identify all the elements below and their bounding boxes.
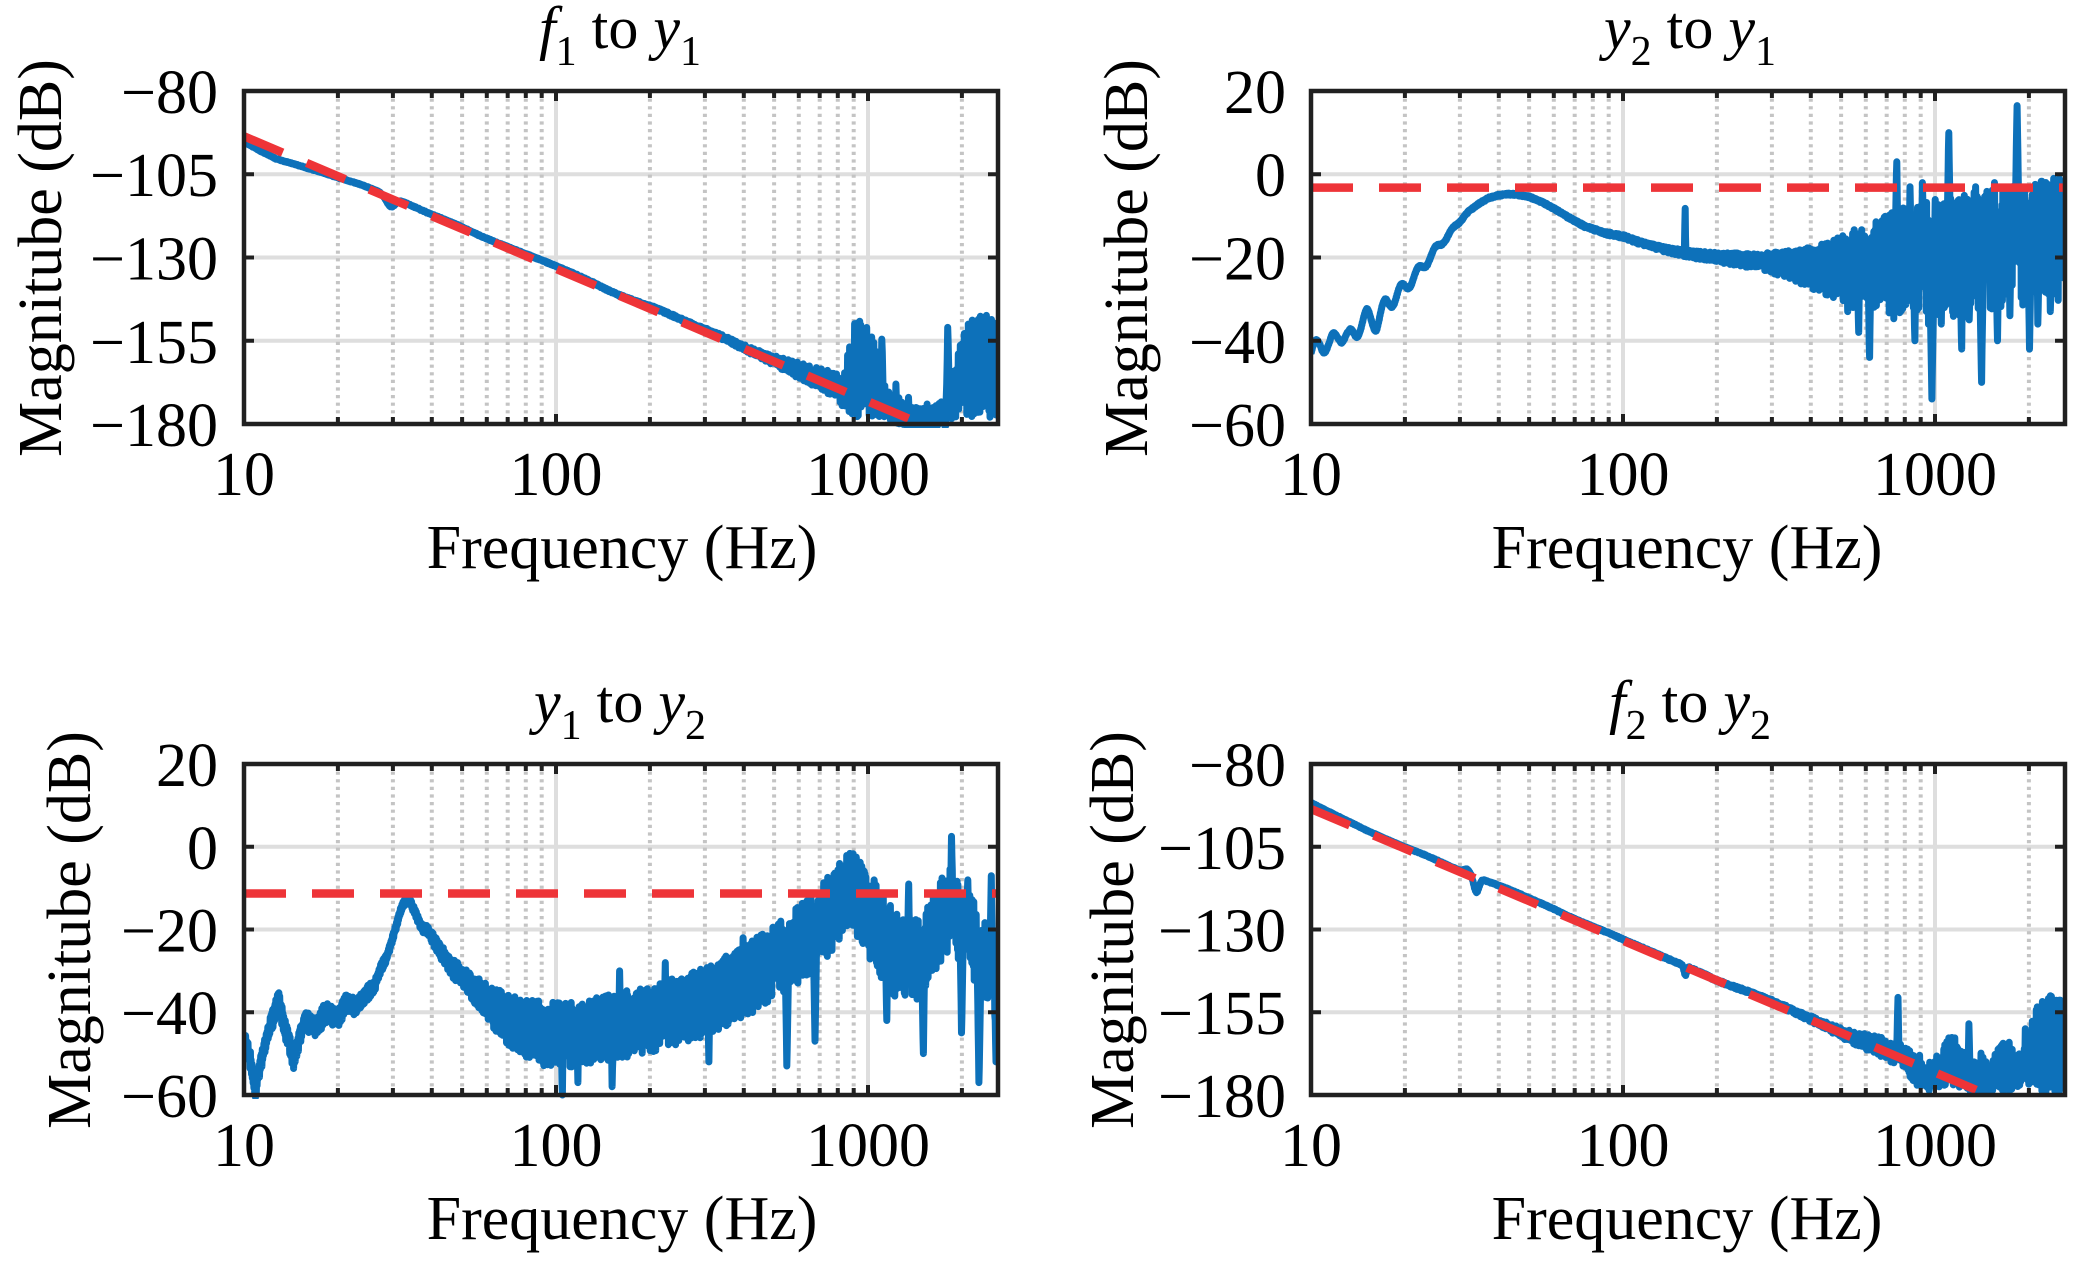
svg-text:−20: −20 bbox=[121, 898, 218, 966]
svg-text:1000: 1000 bbox=[806, 1112, 930, 1180]
svg-text:Frequency (Hz): Frequency (Hz) bbox=[427, 514, 818, 582]
svg-text:10: 10 bbox=[1280, 1112, 1342, 1180]
svg-text:−155: −155 bbox=[1158, 980, 1286, 1048]
svg-text:20: 20 bbox=[1224, 59, 1286, 127]
svg-text:1000: 1000 bbox=[1873, 441, 1997, 509]
svg-text:−40: −40 bbox=[121, 980, 218, 1048]
svg-text:y2 to y1: y2 to y1 bbox=[1598, 0, 1776, 75]
svg-text:f1 to y1: f1 to y1 bbox=[539, 0, 701, 75]
svg-text:−180: −180 bbox=[1158, 1063, 1286, 1131]
svg-text:−60: −60 bbox=[121, 1063, 218, 1131]
svg-text:−105: −105 bbox=[1158, 815, 1286, 883]
svg-text:Frequency (Hz): Frequency (Hz) bbox=[1492, 514, 1883, 582]
svg-text:−60: −60 bbox=[1189, 392, 1286, 460]
svg-text:y1 to y2: y1 to y2 bbox=[528, 669, 706, 749]
svg-text:100: 100 bbox=[510, 441, 603, 509]
svg-text:100: 100 bbox=[1577, 441, 1670, 509]
svg-text:−155: −155 bbox=[90, 309, 218, 377]
svg-text:0: 0 bbox=[187, 815, 218, 883]
svg-text:100: 100 bbox=[510, 1112, 603, 1180]
svg-text:Frequency (Hz): Frequency (Hz) bbox=[1492, 1185, 1883, 1253]
svg-text:100: 100 bbox=[1577, 1112, 1670, 1180]
svg-text:Magnitube (dB): Magnitube (dB) bbox=[1079, 731, 1147, 1129]
svg-text:−80: −80 bbox=[1189, 732, 1286, 800]
svg-text:−130: −130 bbox=[1158, 898, 1286, 966]
svg-text:0: 0 bbox=[1255, 142, 1286, 210]
svg-text:20: 20 bbox=[156, 732, 218, 800]
svg-text:1000: 1000 bbox=[806, 441, 930, 509]
svg-text:−40: −40 bbox=[1189, 309, 1286, 377]
svg-text:−80: −80 bbox=[121, 59, 218, 127]
svg-text:−20: −20 bbox=[1189, 226, 1286, 294]
svg-text:−180: −180 bbox=[90, 392, 218, 460]
svg-text:Frequency (Hz): Frequency (Hz) bbox=[427, 1185, 818, 1253]
svg-text:1000: 1000 bbox=[1873, 1112, 1997, 1180]
svg-text:Magnitube (dB): Magnitube (dB) bbox=[1093, 59, 1161, 457]
svg-text:−130: −130 bbox=[90, 226, 218, 294]
svg-text:10: 10 bbox=[1280, 441, 1342, 509]
svg-text:10: 10 bbox=[213, 441, 275, 509]
svg-text:Magnitube (dB): Magnitube (dB) bbox=[36, 731, 104, 1129]
svg-text:−105: −105 bbox=[90, 142, 218, 210]
svg-text:Magnitube (dB): Magnitube (dB) bbox=[7, 59, 75, 457]
svg-text:f2 to y2: f2 to y2 bbox=[1609, 669, 1771, 749]
svg-text:10: 10 bbox=[213, 1112, 275, 1180]
